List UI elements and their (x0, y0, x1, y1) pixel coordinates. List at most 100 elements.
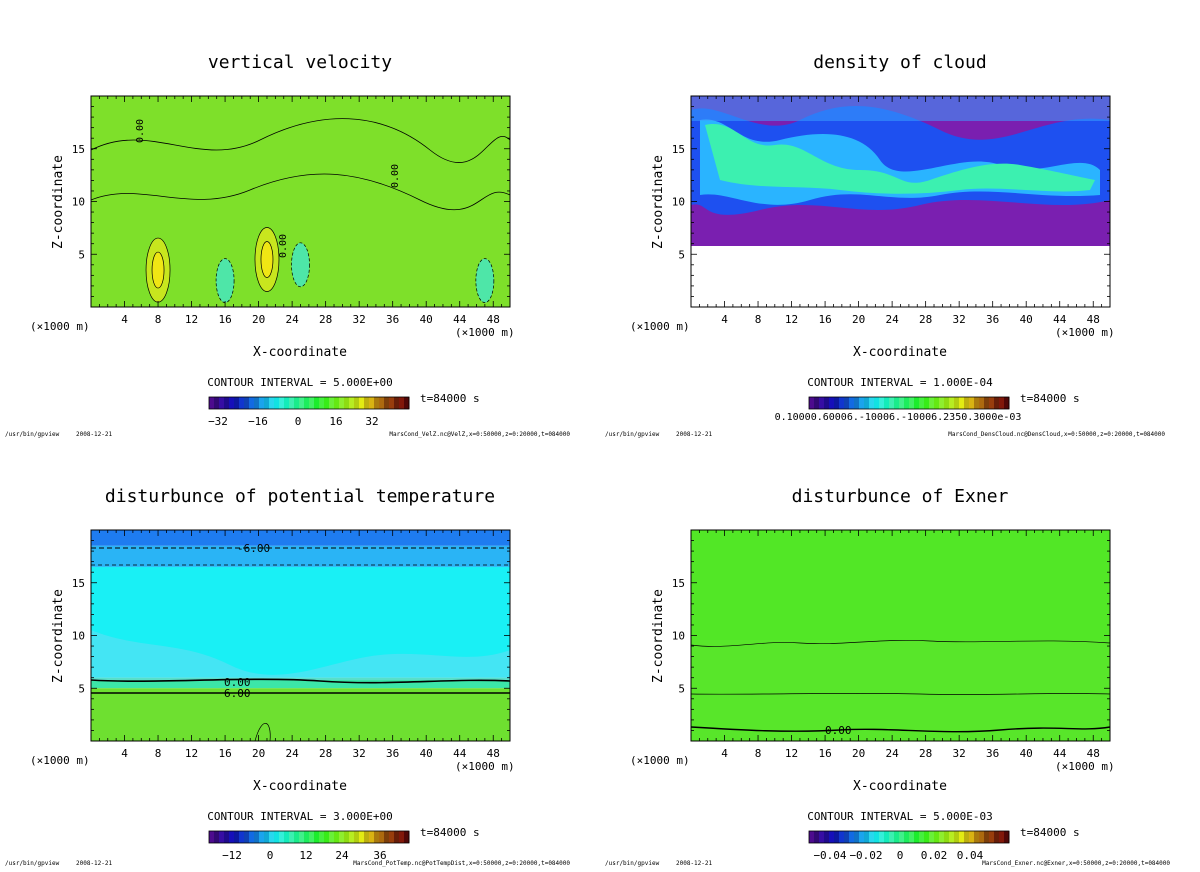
colorbar-swatch (379, 831, 385, 843)
colorbar-swatch (964, 831, 970, 843)
temperature-band (91, 545, 510, 567)
colorbar-swatch (914, 831, 920, 843)
colorbar-swatch (389, 831, 395, 843)
colorbar-swatch (229, 831, 235, 843)
x-tick-label: 48 (487, 313, 500, 326)
colorbar-swatch (334, 397, 340, 409)
colorbar-swatch (939, 397, 945, 409)
y-tick-label: 15 (72, 577, 85, 590)
colorbar-swatch (334, 831, 340, 843)
colorbar-swatch (214, 831, 220, 843)
colorbar-swatch (244, 397, 250, 409)
colorbar-swatch (889, 831, 895, 843)
program-date: 2008-12-21 (76, 860, 113, 867)
colorbar-tick: 12 (299, 849, 312, 862)
colorbar-swatch (984, 831, 990, 843)
temperature-bands (91, 530, 510, 741)
program-date: 2008-12-21 (76, 431, 113, 438)
colorbar-swatch (814, 397, 820, 409)
time-label: t=84000 s (1020, 392, 1080, 405)
x-tick-label: 16 (818, 747, 831, 760)
colorbar-swatch (934, 831, 940, 843)
x-tick-label: 44 (453, 747, 467, 760)
colorbar-swatch (899, 831, 905, 843)
temperature-band (91, 566, 510, 678)
updraft-core (260, 241, 274, 278)
colorbar-swatch (279, 831, 285, 843)
panel-title: disturbunce of potential temperature (105, 486, 495, 507)
colorbar-swatch (989, 397, 995, 409)
colorbar-swatch (809, 831, 815, 843)
colorbar-swatch (909, 397, 915, 409)
field-upper (691, 530, 1110, 640)
x-tick-label: 16 (818, 313, 831, 326)
program-path: /usr/bin/gpview (605, 431, 660, 438)
colorbar-swatch (979, 397, 985, 409)
colorbar-swatch (289, 831, 295, 843)
colorbar-swatch (364, 831, 370, 843)
y-tick-label: 10 (72, 630, 85, 643)
contour-label: 0.00 (224, 676, 251, 689)
colorbar-swatch (944, 397, 950, 409)
colorbar-swatch (954, 397, 960, 409)
x-tick-label: 44 (1053, 747, 1067, 760)
source-info: MarsCond_DensCloud.nc@DensCloud,x=0:5000… (948, 431, 1165, 438)
colorbar-tick: −0.04 (813, 849, 846, 862)
contour-interval: CONTOUR INTERVAL = 5.000E+00 (207, 376, 392, 389)
x-tick-label: 36 (386, 747, 399, 760)
colorbar-swatch (239, 831, 245, 843)
program-path: /usr/bin/gpview (5, 860, 60, 867)
x-tick-label: 32 (953, 313, 966, 326)
colorbar-swatch (824, 397, 830, 409)
colorbar-swatch (999, 831, 1005, 843)
contour-line (254, 723, 271, 742)
program-path: /usr/bin/gpview (5, 431, 60, 438)
panel-potential-temperature: disturbunce of potential temperature -6.… (5, 486, 570, 867)
colorbar-swatch (299, 397, 305, 409)
colorbar-swatch (874, 831, 880, 843)
colorbar-swatch (209, 831, 215, 843)
panel-title: disturbunce of Exner (792, 486, 1009, 507)
x-tick-label: 28 (919, 747, 932, 760)
colorbar-swatch (404, 397, 410, 409)
colorbar-swatch (394, 831, 400, 843)
colorbar-swatch (819, 397, 825, 409)
contour-line (90, 173, 511, 211)
y-axis-label: Z-coordinate (51, 589, 66, 683)
x-tick-label: 20 (852, 747, 865, 760)
x-unit-right: (×1000 m) (1055, 326, 1115, 339)
x-tick-label: 40 (420, 313, 433, 326)
colorbar-swatch (349, 831, 355, 843)
cloud-core (705, 123, 1095, 194)
cloud-top-band (691, 96, 1110, 121)
colorbar-swatch (284, 397, 290, 409)
x-tick-label: 12 (785, 313, 798, 326)
temperature-patch (91, 630, 510, 680)
program-date: 2008-12-21 (676, 431, 713, 438)
colorbar-frame (208, 830, 410, 844)
colorbar-tick: −12 (222, 849, 242, 862)
colorbar-tick: 36 (373, 849, 386, 862)
colorbar-swatch (919, 831, 925, 843)
colorbar-swatch (999, 397, 1005, 409)
colorbar-swatch (324, 397, 330, 409)
colorbar-swatch (304, 397, 310, 409)
colorbar-swatch (959, 397, 965, 409)
contour-line (690, 639, 1111, 647)
colorbar-swatch (994, 831, 1000, 843)
y-tick-label: 10 (672, 630, 685, 643)
colorbar-swatch (224, 831, 230, 843)
panel-density-of-cloud: density of cloud 4 8 12 16 20 24 28 32 36 40 44 485… (605, 52, 1165, 438)
x-tick-label: 4 (121, 313, 128, 326)
colorbar-swatch (949, 831, 955, 843)
x-tick-label: 44 (1053, 313, 1067, 326)
colorbar-swatch (864, 831, 870, 843)
contour-label: 0.00 (278, 234, 289, 258)
source-info: MarsCond_VelZ.nc@VelZ,x=0:50000,z=0:2000… (389, 431, 570, 438)
x-unit-left: (×1000 m) (30, 754, 90, 767)
y-axis-label: Z-coordinate (651, 155, 666, 249)
colorbar-swatch (274, 831, 280, 843)
y-tick-label: 5 (678, 682, 685, 695)
